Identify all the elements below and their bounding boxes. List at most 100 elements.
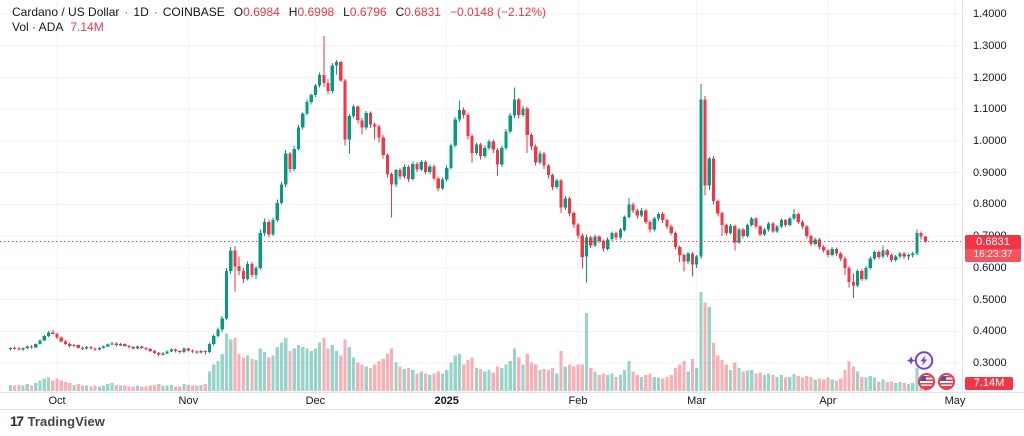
candle bbox=[339, 61, 343, 83]
candle bbox=[487, 139, 491, 150]
candle bbox=[470, 133, 474, 163]
candle bbox=[568, 196, 572, 217]
candle bbox=[360, 118, 364, 135]
candle bbox=[656, 212, 661, 221]
candle bbox=[301, 112, 305, 130]
volume-bar bbox=[551, 368, 555, 391]
us-flag-event-icon[interactable] bbox=[938, 373, 955, 390]
volume-bar bbox=[885, 382, 889, 391]
symbol-interval[interactable]: 1D bbox=[133, 5, 149, 19]
candle bbox=[644, 209, 648, 224]
candle bbox=[864, 266, 868, 281]
time-axis-label: May bbox=[944, 395, 966, 407]
candle bbox=[199, 350, 203, 354]
candle bbox=[381, 135, 385, 159]
candle bbox=[453, 117, 457, 148]
volume-bar bbox=[457, 353, 461, 391]
candle bbox=[411, 161, 415, 181]
volume-bar bbox=[466, 360, 470, 391]
volume-bar bbox=[377, 360, 381, 391]
candle bbox=[826, 248, 830, 258]
candle bbox=[279, 182, 284, 205]
volume-bar bbox=[601, 373, 605, 391]
volume-bar bbox=[618, 375, 622, 391]
volume-bar bbox=[305, 348, 309, 391]
price-axis[interactable]: 0.6831 16:23:37 7.14M 1.4000 1.3000 1.2000… bbox=[962, 0, 1024, 411]
tradingview-logo[interactable]: 17 TradingView bbox=[10, 413, 105, 429]
volume-bar bbox=[652, 376, 656, 391]
price-axis-label: 1.0000 bbox=[973, 134, 1007, 147]
volume-bar bbox=[728, 369, 733, 391]
volume-bar bbox=[63, 382, 68, 391]
candle bbox=[512, 87, 517, 119]
candle-series bbox=[8, 35, 927, 357]
candle bbox=[246, 261, 250, 281]
candle bbox=[635, 208, 639, 219]
volume-bar bbox=[500, 368, 504, 391]
candle bbox=[432, 164, 436, 181]
volume-bar bbox=[30, 385, 34, 391]
candle bbox=[93, 347, 97, 351]
candle bbox=[254, 266, 258, 279]
volume-bar bbox=[59, 380, 63, 391]
volume-bar bbox=[55, 378, 59, 391]
volume-bar bbox=[292, 348, 296, 391]
volume-bar bbox=[487, 369, 491, 391]
candle bbox=[822, 245, 826, 253]
candle bbox=[788, 217, 792, 227]
volume-bar bbox=[17, 384, 21, 391]
volume-bar bbox=[335, 351, 339, 391]
candle bbox=[919, 231, 923, 240]
candle bbox=[534, 144, 538, 166]
volume-bar bbox=[46, 377, 51, 391]
candle bbox=[805, 225, 809, 239]
symbol-info-row[interactable]: Cardano / US Dollar · 1D · COINBASE O0.6984 H0… bbox=[12, 5, 546, 20]
candlestick-canvas[interactable] bbox=[0, 0, 962, 392]
spark-lightning-icon[interactable] bbox=[904, 348, 936, 379]
time-axis-label: Dec bbox=[305, 395, 326, 407]
candle bbox=[627, 198, 631, 219]
volume-bar bbox=[517, 357, 521, 391]
candle bbox=[8, 346, 12, 351]
candle bbox=[313, 83, 317, 98]
high-value: 0.6998 bbox=[297, 5, 335, 19]
volume-bar bbox=[436, 371, 440, 391]
volume-bar bbox=[623, 369, 627, 391]
last-price-badge: 0.6831 16:23:37 bbox=[965, 234, 1021, 262]
candle bbox=[745, 223, 750, 238]
candle bbox=[682, 253, 686, 272]
candle bbox=[792, 209, 796, 221]
candle bbox=[525, 106, 529, 153]
candle bbox=[618, 228, 622, 240]
ohlc-open: O0.6984 bbox=[233, 5, 280, 19]
volume-bar bbox=[157, 383, 161, 391]
candle bbox=[178, 350, 182, 354]
volume-bar bbox=[186, 384, 190, 391]
volume-bar bbox=[915, 368, 919, 391]
price-change: −0.0148 (−2.12%) bbox=[449, 5, 547, 19]
volume-bar bbox=[220, 353, 224, 391]
chart-pane[interactable]: Cardano / US Dollar · 1D · COINBASE O0.6984 H0… bbox=[0, 0, 962, 392]
candle bbox=[606, 237, 610, 251]
symbol-exchange[interactable]: COINBASE bbox=[162, 5, 225, 19]
us-flag-event-icon[interactable] bbox=[918, 373, 935, 390]
candle bbox=[89, 346, 93, 350]
symbol-title[interactable]: Cardano / US Dollar bbox=[12, 5, 120, 19]
volume-bar bbox=[720, 360, 724, 391]
volume-bar bbox=[356, 362, 360, 391]
volume-bar bbox=[165, 385, 169, 391]
volume-bar bbox=[906, 383, 910, 391]
volume-bar bbox=[843, 369, 847, 391]
volume-bar bbox=[656, 377, 661, 391]
volume-bar bbox=[351, 357, 356, 391]
candle bbox=[114, 342, 118, 347]
volume-bar bbox=[525, 353, 529, 391]
volume-bar bbox=[661, 378, 665, 391]
time-axis[interactable]: Oct Nov Dec 2025 Feb Mar Apr May bbox=[0, 392, 1024, 410]
volume-bar bbox=[474, 368, 478, 391]
volume-bar bbox=[542, 368, 546, 391]
candle bbox=[203, 350, 207, 355]
volume-info-row[interactable]: Vol · ADA 7.14M bbox=[12, 20, 546, 35]
candle bbox=[775, 225, 779, 233]
volume-bar bbox=[360, 364, 364, 391]
